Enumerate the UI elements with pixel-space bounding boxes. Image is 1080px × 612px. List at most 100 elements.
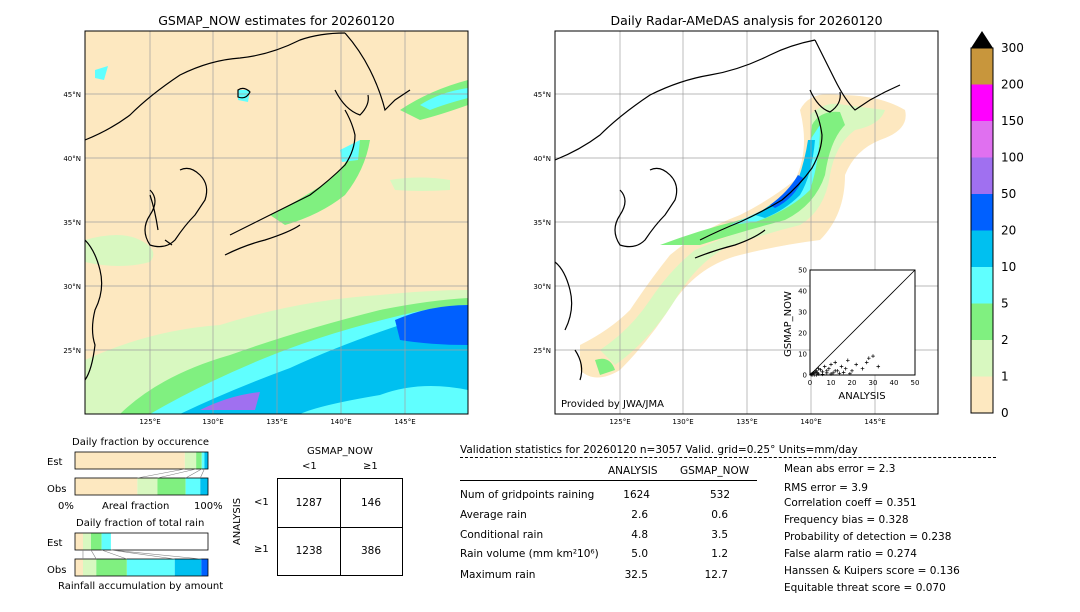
fraction-connector	[90, 549, 97, 560]
occurrence-title: Daily fraction by occurence	[72, 437, 210, 448]
scatter-ytick: 50	[798, 267, 807, 275]
scatter-point	[829, 362, 833, 367]
right-lon-tick: 125°E	[609, 418, 630, 426]
scatter-point	[820, 372, 825, 377]
colorbar-segment	[971, 194, 993, 231]
scatter-points	[809, 354, 881, 377]
colorbar-label: 1	[1001, 370, 1009, 384]
stat-label: Num of gridpoints raining	[460, 489, 595, 501]
stat-gsmap: 1.2	[711, 548, 728, 560]
fraction-bar-segment	[196, 452, 202, 469]
total-rain-obs-label: Obs	[47, 565, 67, 576]
colorbar-segment	[971, 84, 993, 121]
right-lat-tick: 45°N	[533, 91, 551, 99]
fraction-bar-segment	[75, 559, 83, 576]
left-lat-tick: 40°N	[63, 155, 81, 163]
fraction-connector	[110, 549, 202, 560]
left-lon-tick: 140°E	[330, 418, 351, 426]
occurrence-axis-mid: Areal fraction	[102, 501, 170, 512]
scatter-ytick: 10	[798, 351, 807, 359]
left-map: 125°E 130°E 135°E 140°E 145°E 45°N 40°N …	[63, 30, 469, 426]
right-lon-tick: 140°E	[800, 418, 821, 426]
left-lon-tick: 135°E	[266, 418, 287, 426]
colorbar-label: 200	[1001, 78, 1024, 92]
left-lon-tick: 130°E	[202, 418, 223, 426]
contingency-col-lt: <1	[302, 461, 317, 472]
scatter-point	[850, 369, 854, 373]
fraction-bar-segment	[126, 559, 175, 576]
radar-credit: Provided by JWA/JMA	[561, 399, 664, 410]
fraction-bar-segment	[82, 559, 97, 576]
scatter-point	[814, 373, 819, 377]
colorbar-label: 5	[1001, 297, 1009, 311]
scatter-point	[837, 371, 842, 376]
fraction-connector	[101, 549, 127, 560]
colorbar-label: 20	[1001, 224, 1016, 238]
scatter-point	[827, 366, 831, 371]
scatter-point	[841, 370, 846, 375]
fraction-bar-segment	[90, 533, 102, 550]
scatter-point	[843, 366, 848, 371]
validation-col-analysis: ANALYSIS	[608, 465, 658, 477]
colorbar-segment	[971, 121, 993, 158]
right-lon-tick: 130°E	[672, 418, 693, 426]
stat-analysis: 1624	[623, 489, 650, 501]
colorbar-segment	[971, 267, 993, 304]
right-lon-tick: 145°E	[864, 418, 885, 426]
colorbar-segment	[971, 340, 993, 377]
score: Frequency bias = 0.328	[784, 514, 909, 526]
total-rain-footer: Rainfall accumulation by amount	[58, 581, 224, 592]
contingency-row-lt: <1	[254, 497, 269, 508]
stat-gsmap: 3.5	[711, 529, 728, 541]
occurrence-axis-left: 0%	[58, 501, 74, 512]
score: Correlation coeff = 0.351	[784, 497, 917, 509]
scatter-ytick: 0	[803, 372, 807, 380]
stat-gsmap: 12.7	[704, 569, 728, 581]
left-lat-tick: 35°N	[63, 219, 81, 227]
left-lon-tick: 145°E	[394, 418, 415, 426]
fraction-bar-segment	[96, 559, 127, 576]
fraction-connector	[185, 468, 202, 479]
contingency-col-title: GSMAP_NOW	[307, 446, 373, 457]
colorbar-segment	[971, 376, 993, 413]
score: Mean abs error = 2.3	[784, 463, 896, 475]
stat-label: Conditional rain	[460, 529, 544, 541]
scatter-point	[816, 366, 821, 371]
colorbar-label: 100	[1001, 151, 1024, 165]
contingency-cell-a: 1287	[278, 479, 341, 528]
scatter-xlabel: ANALYSIS	[838, 391, 885, 402]
scatter-point	[867, 356, 871, 360]
colorbar-label: 300	[1001, 41, 1024, 55]
contingency-cell-c: 1238	[278, 527, 341, 575]
validation-dashed-line	[460, 457, 996, 458]
contingency-col-ge: ≥1	[363, 461, 378, 472]
scatter-xtick: 20	[848, 379, 857, 387]
scatter-point	[818, 367, 823, 372]
total-rain-bars	[74, 532, 209, 577]
colorbar-label: 10	[1001, 260, 1016, 274]
scatter-point	[854, 362, 858, 367]
scatter-point	[871, 354, 875, 358]
scatter-point	[816, 372, 821, 376]
colorbar-label: 150	[1001, 114, 1024, 128]
occurrence-obs-label: Obs	[47, 484, 67, 495]
score: Equitable threat score = 0.070	[784, 582, 946, 594]
right-lon-tick: 135°E	[736, 418, 757, 426]
stat-label: Maximum rain	[460, 569, 536, 581]
scatter-point	[822, 364, 827, 369]
right-lat-tick: 35°N	[533, 219, 551, 227]
scatter-inset: 0 10 20 30 40 50 0 10 20 30 40 50 ANALYSIS GSMAP_N…	[783, 267, 919, 403]
contingency-row-ge: ≥1	[254, 544, 269, 555]
fraction-bar-segment	[201, 452, 205, 469]
fraction-bar-outline	[74, 477, 209, 496]
scatter-point	[864, 360, 869, 365]
left-lat-tick: 30°N	[63, 283, 81, 291]
colorbar-segment	[971, 48, 993, 85]
colorbar-label: 2	[1001, 333, 1009, 347]
fraction-bar-segment	[101, 533, 111, 550]
fraction-bar-segment	[204, 452, 208, 469]
scatter-point	[831, 371, 835, 375]
colorbar-label: 0	[1001, 406, 1009, 420]
scatter-point	[833, 369, 837, 373]
